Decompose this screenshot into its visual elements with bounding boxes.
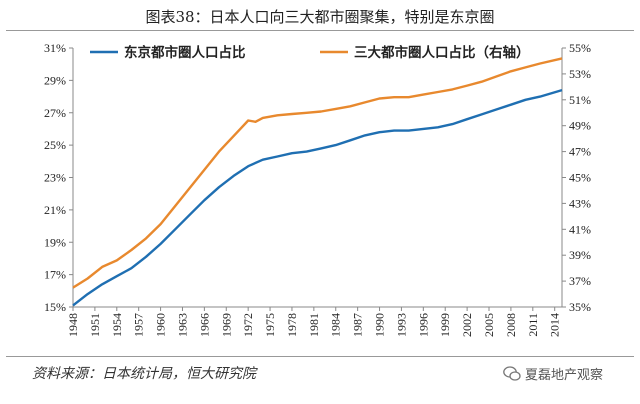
left-tick-label: 25% [44, 138, 66, 152]
x-tick-label: 1951 [88, 313, 102, 337]
left-tick-label: 31% [44, 41, 66, 55]
chart-legend: 东京都市圈人口占比 三大都市圈人口占比（右轴） [90, 44, 530, 61]
right-tick-label: 37% [569, 274, 591, 288]
watermark: 夏磊地产观察 [503, 364, 603, 383]
x-tick-label: 2014 [548, 313, 562, 337]
legend-label-tokyo: 东京都市圈人口占比 [124, 44, 246, 61]
source-note: 资料来源：日本统计局，恒大研究院 [32, 366, 256, 382]
right-tick-label: 41% [569, 222, 591, 236]
x-tick-label: 1960 [154, 313, 168, 337]
right-tick-label: 39% [569, 248, 591, 262]
line-chart: 15% 17% 19% 21% 23% 25% 27% 29% 31% 35% 37% 39% 41% 4… [44, 41, 591, 337]
x-tick-label: 2011 [526, 313, 540, 337]
x-tick-label: 1984 [329, 313, 343, 337]
x-tick-label: 2008 [504, 313, 518, 337]
left-tick-label: 19% [44, 235, 66, 249]
x-tick-label: 1975 [263, 313, 277, 337]
right-tick-label: 45% [569, 171, 591, 185]
chart-axes [72, 48, 563, 308]
x-tick-label: 1996 [416, 313, 430, 337]
x-tick-label: 1987 [351, 313, 365, 337]
x-tick-label: 1993 [394, 313, 408, 337]
figure-title: 图表38：日本人口向三大都市圈聚集，特别是东京圈 [145, 8, 495, 26]
wechat-icon [503, 365, 521, 381]
title-divider [6, 30, 634, 31]
footer-divider [6, 356, 634, 357]
x-tick-label: 2002 [460, 313, 474, 337]
x-tick-label: 1948 [66, 313, 80, 337]
right-tick-label: 35% [569, 300, 591, 314]
x-tick-label: 1972 [241, 313, 255, 337]
left-tick-label: 17% [44, 268, 66, 282]
right-tick-label: 49% [569, 119, 591, 133]
x-tick-label: 1981 [307, 313, 321, 337]
chart-ticks: 15% 17% 19% 21% 23% 25% 27% 29% 31% 35% 37% 39% 41% 4… [44, 41, 591, 337]
left-tick-label: 15% [44, 300, 66, 314]
watermark-text: 夏磊地产观察 [525, 368, 604, 383]
legend-label-three-metro: 三大都市圈人口占比（右轴） [354, 44, 530, 61]
series-line-three-metro [72, 57, 563, 289]
x-tick-label: 2005 [482, 313, 496, 337]
series-line-tokyo [72, 88, 563, 307]
left-tick-label: 29% [44, 73, 66, 87]
left-tick-label: 27% [44, 106, 66, 120]
left-tick-label: 23% [44, 171, 66, 185]
right-tick-label: 47% [569, 145, 591, 159]
x-tick-label: 1969 [219, 313, 233, 337]
x-tick-label: 1954 [110, 313, 124, 337]
right-tick-label: 51% [569, 93, 591, 107]
x-tick-label: 1966 [197, 313, 211, 337]
right-tick-label: 43% [569, 196, 591, 210]
right-tick-label: 55% [569, 41, 591, 55]
right-tick-label: 53% [569, 67, 591, 81]
x-tick-label: 1957 [132, 313, 146, 337]
x-tick-label: 1990 [373, 313, 387, 337]
left-tick-label: 21% [44, 203, 66, 217]
chart-lines [72, 57, 563, 307]
x-tick-label: 1999 [438, 313, 452, 337]
x-tick-label: 1963 [175, 313, 189, 337]
x-tick-label: 1978 [285, 313, 299, 337]
